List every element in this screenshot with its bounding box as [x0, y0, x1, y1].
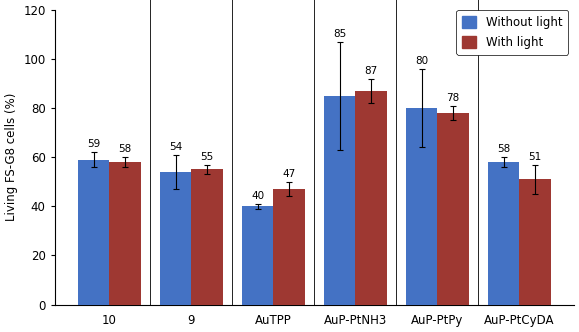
Text: 85: 85	[334, 29, 346, 39]
Text: 80: 80	[415, 56, 428, 66]
Legend: Without light, With light: Without light, With light	[456, 10, 569, 55]
Bar	[324, 96, 356, 304]
Text: 58: 58	[119, 144, 131, 154]
Bar	[192, 169, 223, 304]
Bar	[519, 179, 551, 304]
Text: 59: 59	[87, 139, 101, 149]
Bar	[273, 189, 305, 304]
Text: 40: 40	[251, 191, 265, 201]
Bar	[406, 108, 438, 304]
Text: 55: 55	[200, 152, 214, 162]
Y-axis label: Living FS-G8 cells (%): Living FS-G8 cells (%)	[5, 93, 18, 221]
Bar	[356, 91, 387, 304]
Bar	[109, 162, 141, 304]
Text: 54: 54	[169, 142, 182, 152]
Bar	[160, 172, 192, 304]
Bar	[488, 162, 519, 304]
Bar	[78, 160, 109, 304]
Text: 78: 78	[446, 93, 460, 103]
Text: 58: 58	[497, 144, 511, 154]
Text: 51: 51	[529, 152, 542, 162]
Text: 47: 47	[283, 169, 296, 179]
Bar	[243, 206, 273, 304]
Bar	[438, 113, 468, 304]
Text: 87: 87	[364, 65, 378, 76]
